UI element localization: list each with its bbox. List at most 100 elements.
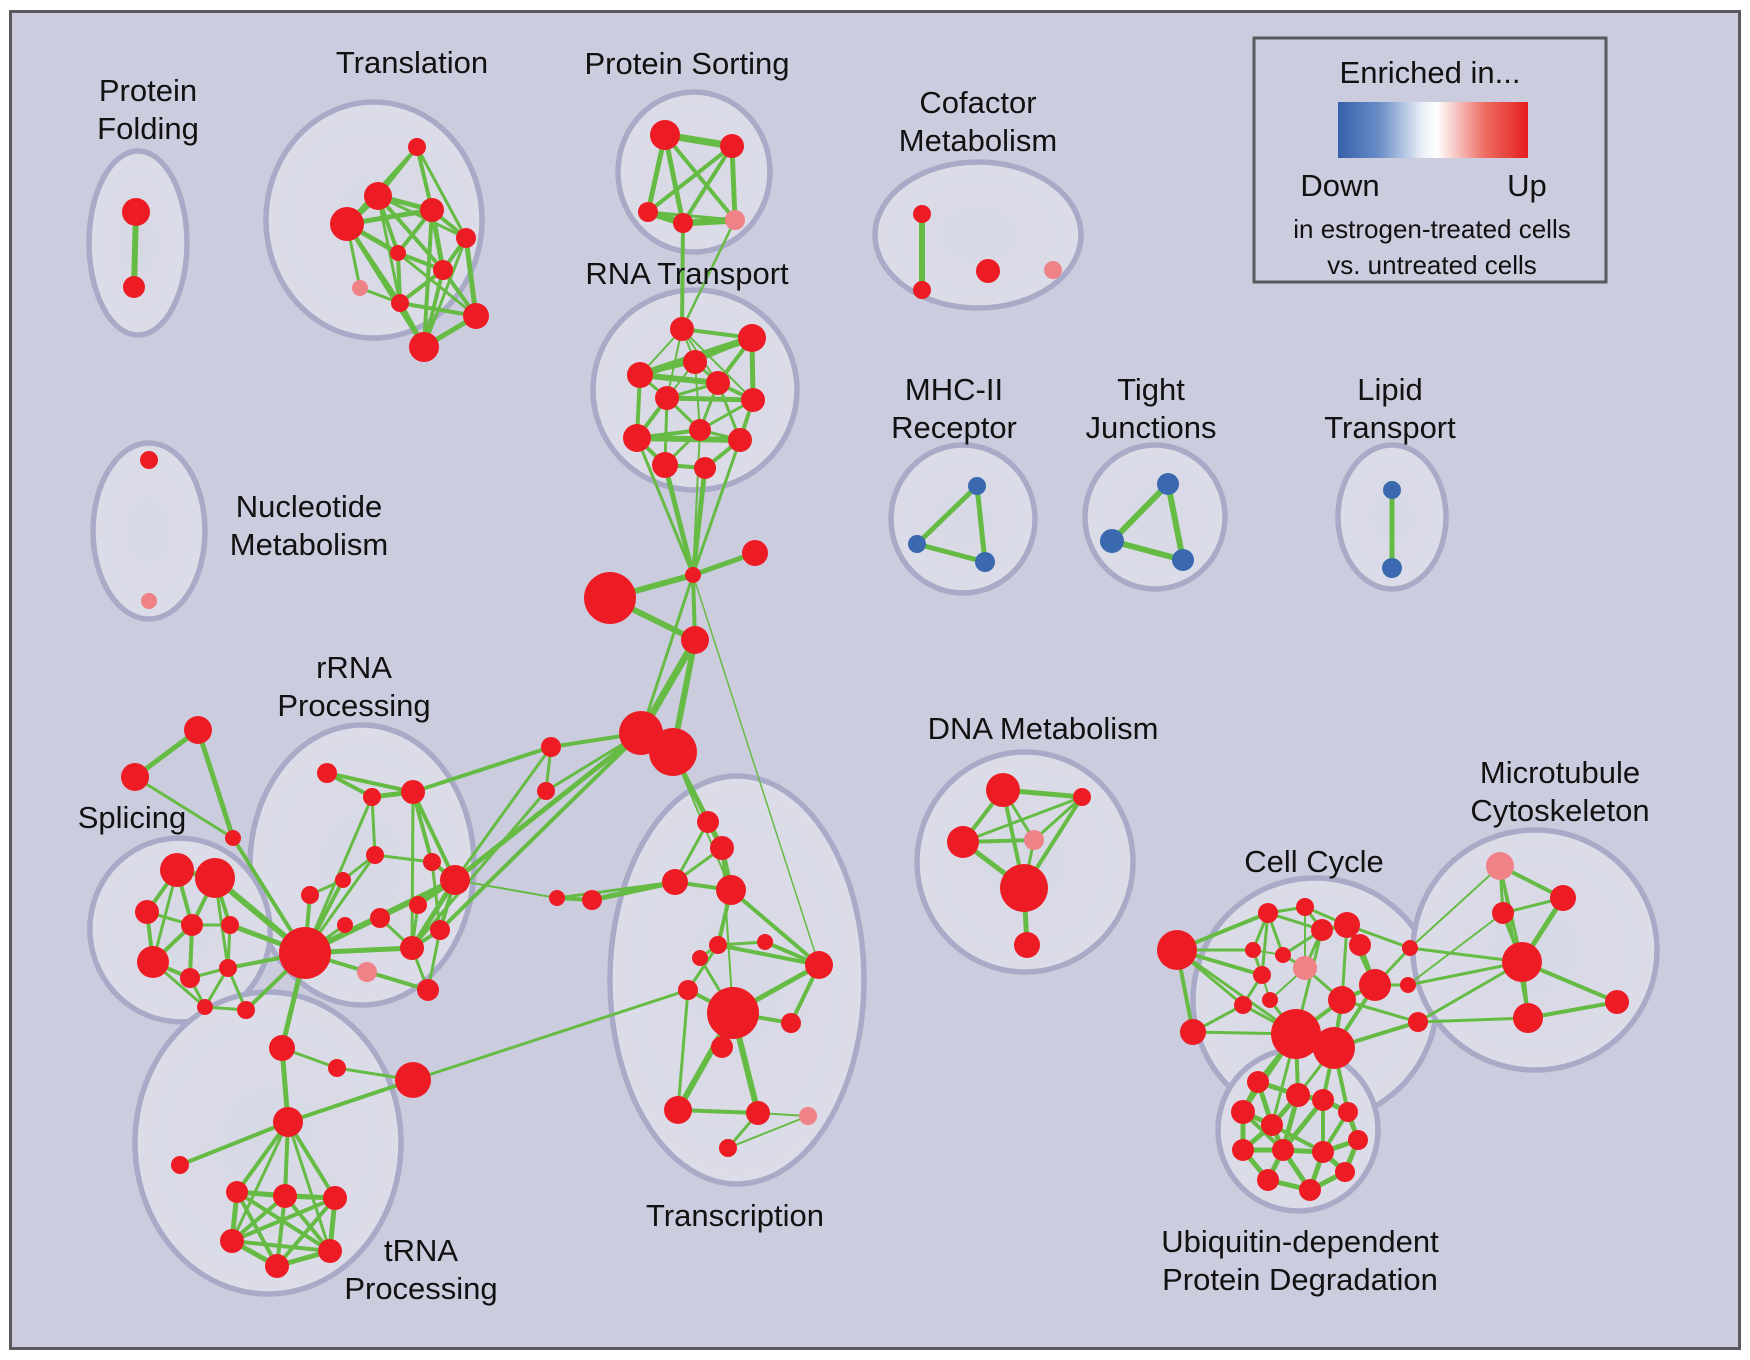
node-bl1 — [541, 737, 561, 757]
cluster-label-pf: Protein Folding — [97, 73, 199, 146]
node-tx14 — [746, 1101, 770, 1125]
node-cc13 — [1328, 986, 1356, 1014]
cluster-label-tp: tRNA Processing — [344, 1233, 497, 1306]
edge-ccR1-mtP — [1409, 865, 1501, 949]
node-ub9 — [1272, 1139, 1294, 1161]
edge-rt1-rt7 — [681, 328, 754, 401]
edge-tl6-tl10 — [396, 251, 478, 318]
network-nodes — [121, 120, 1629, 1278]
node-cc3 — [1245, 942, 1261, 958]
edge-mh2-mh3 — [914, 541, 988, 565]
node-ub8 — [1232, 1139, 1254, 1161]
node-mt2 — [1492, 902, 1514, 924]
node-tri2 — [121, 763, 149, 791]
node-ccR3 — [1408, 1012, 1428, 1032]
edge-tl5-tl10 — [463, 235, 479, 319]
legend-up-label: Up — [1507, 168, 1547, 203]
node-sp3 — [135, 900, 159, 924]
node-ccB — [1180, 1019, 1206, 1045]
node-ub6 — [1338, 1102, 1358, 1122]
edge-dm2-dm4 — [1032, 795, 1084, 842]
node-tp7 — [265, 1254, 289, 1278]
node-rb1 — [269, 1035, 295, 1061]
cluster-label-tx: Transcription — [646, 1198, 824, 1233]
node-tx6 — [757, 934, 773, 950]
node-pf1 — [122, 198, 150, 226]
node-tx1 — [697, 811, 719, 833]
edge-ps2-ps5 — [729, 143, 738, 223]
edge-mh1-mh2 — [914, 483, 980, 547]
node-mh3 — [975, 552, 995, 572]
node-rt11 — [652, 452, 678, 478]
cluster-label-nm: Nucleotide Metabolism — [230, 489, 389, 562]
edge-mh1-mh3 — [974, 483, 988, 565]
node-rt1 — [670, 317, 694, 341]
node-tl3 — [420, 198, 444, 222]
node-rr14 — [430, 920, 450, 940]
legend-gradient-bar — [1338, 102, 1528, 158]
node-tp6 — [318, 1239, 342, 1263]
edge-cd1-rr14 — [438, 731, 643, 932]
cluster-label-rt: RNA Transport — [585, 256, 789, 291]
node-tH — [273, 1107, 303, 1137]
node-ccR1 — [1402, 940, 1418, 956]
node-sp8 — [219, 959, 237, 977]
edge-rb3-txA — [411, 988, 690, 1082]
edge-rr2-rr4 — [370, 795, 377, 857]
node-tl2 — [364, 182, 392, 210]
node-mh2 — [908, 535, 926, 553]
node-sp6 — [137, 946, 169, 978]
edge-ccR2-mt2 — [1407, 912, 1504, 986]
cluster-label-dm: DNA Metabolism — [928, 711, 1159, 746]
node-tl6 — [390, 245, 406, 261]
cluster-ellipse-tj — [1082, 442, 1228, 592]
node-bb1 — [549, 890, 565, 906]
edge-rr3-rr10 — [411, 790, 457, 882]
node-mt1 — [1550, 885, 1576, 911]
node-cc2 — [1296, 898, 1314, 916]
node-ub10 — [1312, 1141, 1334, 1163]
node-ps5 — [725, 210, 745, 230]
node-ub5 — [1312, 1089, 1334, 1111]
edge-rt9-ch1 — [635, 436, 695, 577]
node-nm2 — [141, 593, 157, 609]
node-ccD1 — [1271, 1009, 1321, 1059]
edge-tH-tp6 — [286, 1120, 332, 1253]
edge-tl2-tl5 — [376, 194, 468, 240]
node-rt12 — [694, 457, 716, 479]
cluster-ellipse-nm — [90, 440, 208, 622]
legend-subtitle-line2: vs. untreated cells — [1327, 250, 1537, 280]
node-tx4 — [716, 875, 746, 905]
node-tj2 — [1100, 529, 1124, 553]
node-rr15 — [417, 979, 439, 1001]
node-sp7 — [180, 968, 200, 988]
node-tl11 — [409, 332, 439, 362]
node-mtP — [1486, 852, 1514, 880]
node-ub2 — [1286, 1083, 1310, 1107]
cluster-label-sp: Splicing — [78, 800, 187, 835]
cluster-ellipse-dm — [914, 749, 1136, 975]
node-ps1 — [650, 120, 680, 150]
node-rr1 — [317, 763, 337, 783]
edge-tj1-tj3 — [1165, 481, 1186, 563]
node-mt4 — [1513, 1003, 1543, 1033]
node-ccL — [1157, 930, 1197, 970]
node-rr4 — [366, 846, 384, 864]
node-mt5 — [1605, 990, 1629, 1014]
node-tx5 — [709, 936, 727, 954]
node-tp2 — [226, 1181, 248, 1203]
edge-rt6-rt7 — [664, 395, 756, 403]
node-bb2 — [582, 890, 602, 910]
cluster-label-mh: MHC-II Receptor — [891, 372, 1017, 445]
cluster-ellipse-tx — [607, 773, 867, 1187]
node-lt1 — [1383, 481, 1401, 499]
edge-ps4-rt1 — [680, 221, 685, 331]
node-tx15 — [799, 1107, 817, 1125]
node-cc9 — [1234, 996, 1252, 1014]
node-ch2 — [742, 540, 768, 566]
edge-tri2-tri3 — [133, 775, 235, 840]
node-txA — [678, 980, 698, 1000]
node-rr13 — [400, 936, 424, 960]
cluster-label-cf: Cofactor Metabolism — [899, 85, 1058, 158]
edge-tx5-tx8 — [716, 943, 821, 967]
